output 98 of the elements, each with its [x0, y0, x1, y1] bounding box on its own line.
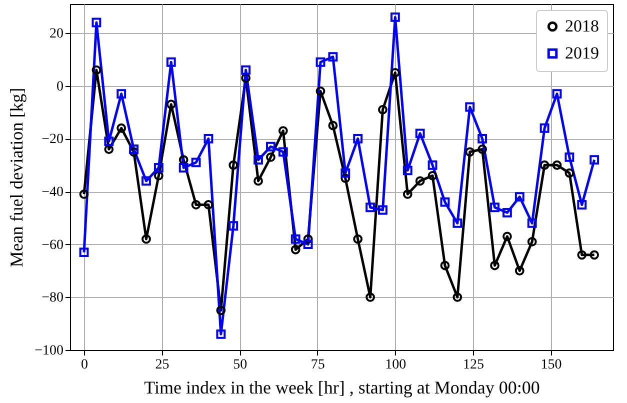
point	[278, 126, 288, 136]
point	[303, 234, 313, 244]
x-tick-label: 25	[155, 358, 170, 372]
point	[328, 52, 338, 62]
y-tick-label: −80	[42, 290, 64, 306]
point	[290, 234, 300, 244]
point	[278, 147, 288, 157]
point	[116, 123, 126, 133]
x-tick-label: 150	[540, 358, 562, 372]
point	[216, 329, 226, 339]
point	[290, 244, 300, 254]
point	[241, 65, 251, 75]
point	[402, 166, 412, 176]
point	[564, 168, 574, 178]
point	[228, 160, 238, 170]
point	[104, 144, 114, 154]
y-tick-label: −20	[42, 132, 64, 148]
point	[465, 102, 475, 112]
point	[340, 174, 350, 184]
point	[353, 234, 363, 244]
point	[452, 292, 462, 302]
point	[142, 234, 151, 244]
point	[353, 134, 363, 144]
y-axis-title: Mean fuel deviation [kg]	[6, 88, 27, 268]
point	[540, 160, 550, 170]
x-tick-label: 0	[81, 358, 88, 372]
y-tick-label: 20	[50, 26, 64, 42]
y-tick-label: −60	[42, 238, 64, 253]
point	[154, 163, 164, 172]
legend-label: 2019	[565, 44, 599, 62]
point	[465, 147, 475, 157]
legend-label: 2018	[565, 16, 599, 36]
point	[428, 160, 438, 170]
point	[366, 202, 375, 212]
point	[552, 160, 562, 170]
point	[104, 136, 114, 146]
point	[378, 104, 388, 114]
point	[204, 134, 214, 144]
point	[577, 250, 587, 260]
point	[254, 155, 263, 165]
point	[590, 155, 600, 165]
point	[452, 218, 462, 228]
point	[241, 73, 251, 83]
point	[490, 260, 500, 270]
point	[390, 12, 400, 22]
point	[415, 128, 425, 138]
point	[440, 260, 450, 270]
x-tick-label: 100	[385, 358, 406, 372]
point	[502, 232, 512, 242]
point	[502, 208, 512, 218]
x-tick-label: 125	[462, 358, 484, 372]
x-axis-title: Time index in the week [hr] , starting at Monday 00:00	[144, 378, 540, 398]
point	[564, 152, 574, 162]
point	[340, 168, 350, 178]
point	[79, 248, 89, 257]
point	[415, 176, 425, 186]
point	[166, 57, 176, 67]
point	[178, 163, 188, 172]
point	[527, 218, 537, 228]
point	[478, 134, 488, 144]
point	[440, 197, 450, 207]
point	[527, 237, 537, 246]
point	[129, 144, 138, 154]
point	[390, 68, 400, 78]
point	[116, 89, 126, 99]
point	[428, 170, 438, 180]
x-tick-label: 50	[233, 358, 248, 372]
point	[316, 86, 326, 96]
point	[514, 266, 524, 276]
point	[266, 152, 276, 162]
point	[216, 306, 226, 316]
point	[577, 200, 587, 210]
point	[204, 200, 214, 210]
point	[92, 18, 102, 28]
point	[316, 57, 326, 67]
point	[478, 144, 488, 154]
point	[490, 202, 500, 212]
point	[303, 240, 313, 250]
point	[552, 89, 562, 99]
y-tick-label: −40	[42, 185, 64, 200]
x-tick-label: 75	[310, 358, 325, 372]
point	[402, 189, 412, 199]
point	[266, 142, 276, 152]
point	[92, 65, 102, 75]
point	[142, 176, 151, 186]
y-tick-label: −100	[34, 344, 64, 358]
point	[328, 120, 338, 130]
point	[378, 205, 388, 215]
point	[129, 147, 138, 157]
point	[166, 100, 176, 110]
point	[366, 292, 375, 302]
point	[191, 200, 201, 210]
point	[191, 158, 201, 168]
point	[514, 192, 524, 202]
y-tick-label: 0	[56, 79, 64, 94]
point	[540, 123, 550, 133]
point	[228, 221, 238, 231]
point	[254, 176, 263, 186]
